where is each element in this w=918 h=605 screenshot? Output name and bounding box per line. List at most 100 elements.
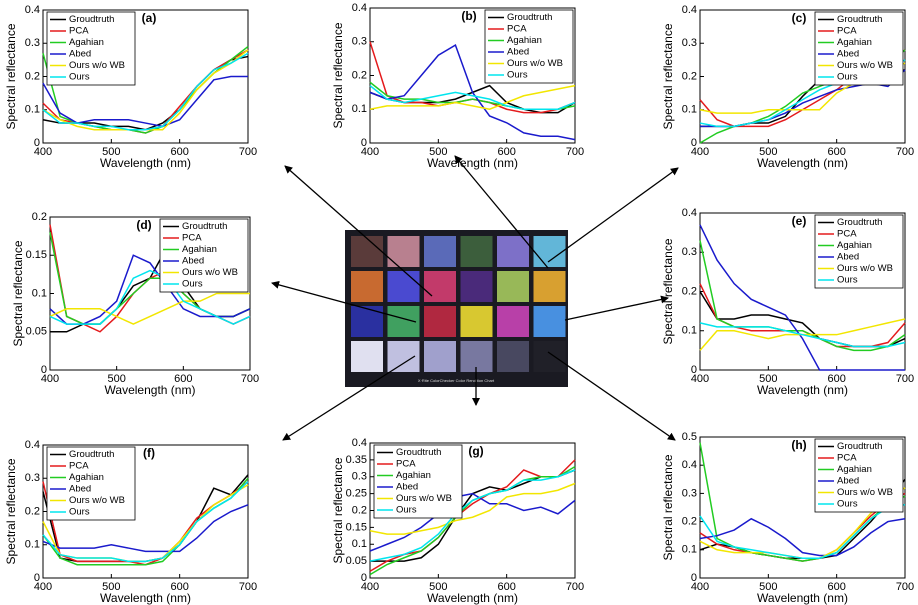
color-patch — [461, 306, 493, 337]
y-axis-label: Spectral reflectance — [11, 240, 25, 346]
legend-label: Agahian — [396, 470, 431, 481]
x-axis-label: Wavelength (nm) — [100, 156, 191, 170]
legend-label: Ours w/o WB — [396, 493, 452, 504]
legend-label: Abed — [837, 49, 859, 60]
legend-label: Agahian — [837, 37, 872, 48]
y-axis-label: Spectral reflectance — [331, 22, 345, 128]
color-patch — [461, 236, 493, 267]
color-patch — [388, 236, 420, 267]
x-tick-label: 400 — [34, 581, 52, 593]
y-tick-label: 0.4 — [352, 437, 367, 449]
legend-label: Ours w/o WB — [182, 267, 238, 278]
color-patch — [424, 341, 456, 372]
legend-label: Groudtruth — [507, 12, 552, 23]
legend-label: Ours — [396, 505, 417, 516]
legend-label: Agahian — [182, 244, 217, 255]
x-tick-label: 400 — [691, 581, 709, 593]
image-caption: X·Rite ColorChecker Color Rendition Char… — [418, 378, 495, 383]
legend-label: Ours w/o WB — [69, 495, 125, 506]
y-axis-label: Spectral reflectance — [4, 23, 18, 129]
legend-label: Agahian — [837, 464, 872, 475]
panel: 00.10.20.30.4400500600700Wavelength (nm)… — [661, 4, 914, 170]
legend-label: Abed — [69, 49, 91, 60]
color-patch — [424, 306, 456, 337]
y-tick-label: 0.4 — [352, 2, 367, 14]
legend-label: PCA — [396, 459, 416, 470]
panel-label: (f) — [143, 446, 155, 460]
color-patch — [388, 271, 420, 302]
color-patch — [497, 271, 529, 302]
y-tick-label: 0.2 — [352, 69, 367, 81]
legend-label: PCA — [69, 461, 89, 472]
color-patch — [351, 271, 383, 302]
legend-label: Abed — [837, 476, 859, 487]
y-tick-label: 0.35 — [346, 454, 367, 466]
x-tick-label: 700 — [239, 146, 257, 158]
legend-label: PCA — [69, 26, 89, 37]
x-axis-label: Wavelength (nm) — [757, 156, 848, 170]
legend-label: PCA — [507, 24, 527, 35]
y-axis-label: Spectral reflectance — [331, 457, 345, 563]
legend: GroudtruthPCAAgahianAbedOurs w/o WBOurs — [815, 439, 903, 512]
legend-label: Ours — [69, 507, 90, 518]
x-tick-label: 400 — [361, 581, 379, 593]
panel: 00.10.20.30.40.5400500600700Wavelength (… — [661, 431, 914, 605]
y-tick-label: 0.3 — [25, 472, 40, 484]
panel-label: (h) — [791, 438, 806, 452]
y-tick-label: 0.2 — [682, 516, 697, 528]
legend-label: Ours — [837, 72, 858, 83]
x-tick-label: 400 — [361, 146, 379, 158]
legend-label: Groudtruth — [396, 447, 441, 458]
legend: GroudtruthPCAAgahianAbedOurs w/o WBOurs — [160, 219, 248, 292]
color-patch — [424, 236, 456, 267]
legend-label: Abed — [69, 484, 91, 495]
y-tick-label: 0.4 — [682, 207, 697, 219]
x-tick-label: 700 — [239, 581, 257, 593]
y-tick-label: 0.1 — [682, 544, 697, 556]
x-tick-label: 700 — [896, 146, 914, 158]
color-patch — [351, 341, 383, 372]
color-patch — [497, 341, 529, 372]
y-tick-label: 0.1 — [682, 325, 697, 337]
figure: X·Rite ColorChecker Color Rendition Char… — [0, 0, 918, 605]
x-axis-label: Wavelength (nm) — [427, 591, 518, 605]
legend-label: Agahian — [837, 240, 872, 251]
panel: 00.050.10.150.2400500600700Wavelength (n… — [11, 211, 259, 397]
x-tick-label: 700 — [241, 373, 259, 385]
x-tick-label: 400 — [41, 373, 59, 385]
x-tick-label: 400 — [691, 146, 709, 158]
y-tick-label: 0.1 — [352, 103, 367, 115]
y-tick-label: 0.1 — [682, 104, 697, 116]
y-tick-label: 0.1 — [32, 287, 47, 299]
y-tick-label: 0.2 — [25, 505, 40, 517]
color-patch — [497, 236, 529, 267]
legend-label: PCA — [837, 453, 857, 464]
legend-label: Abed — [507, 47, 529, 58]
legend-label: Abed — [837, 252, 859, 263]
y-axis-label: Spectral reflectance — [661, 454, 675, 560]
x-axis-label: Wavelength (nm) — [100, 591, 191, 605]
legend-label: Ours — [69, 72, 90, 83]
x-axis-label: Wavelength (nm) — [427, 156, 518, 170]
color-patch — [534, 341, 566, 372]
y-tick-label: 0.15 — [346, 521, 367, 533]
x-tick-label: 700 — [896, 581, 914, 593]
y-tick-label: 0.2 — [25, 70, 40, 82]
y-tick-label: 0.05 — [346, 555, 367, 567]
panel-label: (d) — [136, 218, 151, 232]
y-tick-label: 0.3 — [25, 37, 40, 49]
legend-label: Groudtruth — [837, 14, 882, 25]
y-tick-label: 0.3 — [682, 246, 697, 258]
x-tick-label: 700 — [566, 146, 584, 158]
x-axis-label: Wavelength (nm) — [757, 383, 848, 397]
y-tick-label: 0.1 — [352, 538, 367, 550]
y-tick-label: 0.15 — [26, 249, 47, 261]
color-patch — [534, 271, 566, 302]
color-patch — [351, 306, 383, 337]
legend-label: Agahian — [69, 37, 104, 48]
legend-label: Ours w/o WB — [837, 487, 893, 498]
y-tick-label: 0.3 — [682, 487, 697, 499]
